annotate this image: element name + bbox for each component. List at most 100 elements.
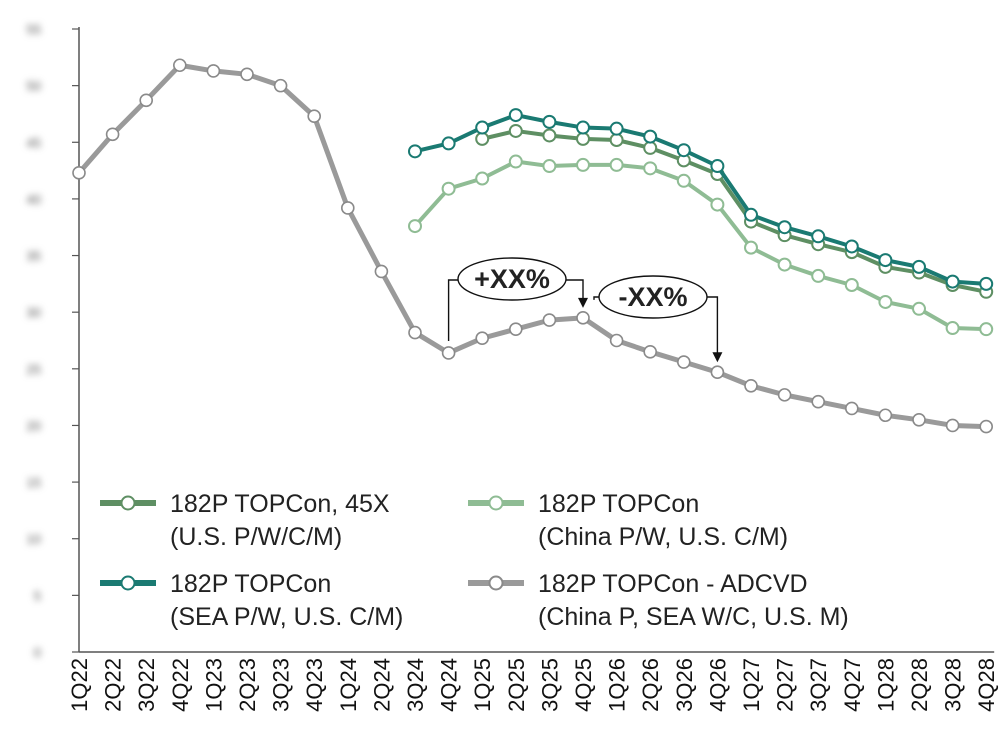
y-tick-label: 5 bbox=[34, 588, 41, 603]
x-tick-label: 4Q25 bbox=[571, 658, 596, 712]
legend-marker bbox=[488, 495, 504, 511]
x-tick-label: 2Q28 bbox=[907, 658, 932, 712]
series-point bbox=[609, 333, 624, 348]
series-point bbox=[945, 274, 960, 289]
legend-name: 182P TOPCon - ADCVD bbox=[538, 570, 808, 598]
series-point bbox=[542, 114, 557, 129]
annotation-label: -XX% bbox=[618, 282, 687, 312]
series-point bbox=[710, 365, 725, 380]
series-point bbox=[441, 346, 456, 360]
series-layer bbox=[72, 58, 994, 434]
x-tick-label: 4Q22 bbox=[168, 658, 193, 712]
series-point bbox=[979, 419, 994, 434]
y-tick-label: 30 bbox=[27, 305, 41, 320]
y-tick-label: 55 bbox=[27, 22, 41, 37]
series-point bbox=[273, 78, 288, 93]
series-point bbox=[475, 331, 490, 346]
x-tick-label: 2Q27 bbox=[773, 658, 798, 712]
series-point bbox=[441, 136, 456, 151]
series-point bbox=[912, 412, 926, 427]
y-tick-label: 20 bbox=[27, 418, 41, 433]
legend-name: 182P TOPCon bbox=[538, 490, 699, 518]
legend: 182P TOPCon, 45X(U.S. P/W/C/M)182P TOPCo… bbox=[100, 490, 849, 631]
series-point bbox=[912, 301, 926, 316]
series-point bbox=[676, 143, 691, 158]
x-tick-label: 1Q26 bbox=[605, 658, 630, 712]
x-tick-label: 4Q23 bbox=[302, 658, 327, 712]
series-point bbox=[408, 219, 422, 234]
series-point bbox=[811, 268, 826, 283]
series-point bbox=[441, 181, 456, 196]
x-tick-label: 1Q24 bbox=[336, 658, 361, 712]
series-point bbox=[508, 322, 523, 336]
legend-marker bbox=[120, 495, 136, 511]
legend-marker bbox=[488, 575, 504, 591]
x-tick-label: 2Q26 bbox=[638, 658, 663, 712]
series-point bbox=[676, 173, 691, 188]
legend-item-0: 182P TOPCon, 45X (U.S. P/W/C/M) bbox=[100, 490, 390, 551]
series-point bbox=[105, 127, 120, 142]
series-point bbox=[643, 161, 658, 176]
x-tick-label: 4Q24 bbox=[437, 658, 462, 712]
series-point bbox=[844, 239, 859, 254]
legend-sub: (China P, SEA W/C, U.S. M) bbox=[538, 603, 849, 631]
x-tick-label: 2Q25 bbox=[504, 658, 529, 712]
legend-item-1: 182P TOPCon (China P/W, U.S. C/M) bbox=[468, 490, 788, 551]
arrow-head bbox=[712, 352, 723, 363]
x-tick-label: 4Q26 bbox=[705, 658, 730, 712]
x-tick-label: 3Q28 bbox=[941, 658, 966, 712]
series-point bbox=[374, 264, 389, 279]
series-point bbox=[576, 311, 590, 325]
annotation-1: -XX% bbox=[593, 275, 723, 363]
y-tick-label: 50 bbox=[27, 79, 41, 94]
series-point bbox=[710, 197, 725, 212]
series-point bbox=[744, 240, 758, 255]
y-tick-label: 0 bbox=[34, 645, 41, 660]
legend-sub: (China P/W, U.S. C/M) bbox=[538, 523, 788, 551]
series-point bbox=[878, 253, 893, 268]
series-point bbox=[576, 157, 590, 172]
annotations: +XX% -XX% bbox=[447, 257, 723, 363]
series-point bbox=[979, 276, 994, 291]
series-point bbox=[206, 64, 221, 78]
x-tick-label: 2Q23 bbox=[235, 658, 260, 712]
x-tick-label: 1Q22 bbox=[67, 658, 92, 712]
series-point bbox=[744, 207, 758, 222]
x-tick-label: 2Q24 bbox=[369, 658, 394, 712]
legend-item-3: 182P TOPCon - ADCVD (China P, SEA W/C, U.… bbox=[468, 570, 849, 631]
series-point bbox=[408, 144, 422, 159]
series-point bbox=[643, 140, 658, 155]
series-point bbox=[542, 313, 557, 327]
annotation-0: +XX% bbox=[447, 257, 588, 341]
annotation-bubble bbox=[598, 275, 708, 319]
series-point bbox=[878, 294, 893, 309]
series-point bbox=[945, 321, 960, 336]
legend-name: 182P TOPCon, 45X bbox=[170, 490, 390, 518]
series-point bbox=[576, 120, 590, 135]
series-point bbox=[744, 379, 758, 393]
legend-marker bbox=[120, 575, 136, 591]
series-point bbox=[475, 131, 490, 146]
series-point bbox=[945, 418, 960, 433]
series-point bbox=[173, 58, 187, 73]
series-point bbox=[979, 322, 994, 337]
series-point bbox=[878, 408, 893, 423]
series-point bbox=[542, 159, 557, 174]
series-point bbox=[844, 277, 859, 292]
series-line bbox=[77, 62, 987, 430]
series-point bbox=[475, 171, 490, 186]
series-point bbox=[777, 220, 792, 235]
series-0 bbox=[475, 123, 994, 299]
x-tick-label: 4Q27 bbox=[840, 658, 865, 712]
series-point bbox=[408, 325, 422, 340]
series-point bbox=[508, 123, 523, 138]
series-point bbox=[710, 159, 725, 174]
x-tick-label: 4Q28 bbox=[974, 658, 999, 712]
legend-sub: (U.S. P/W/C/M) bbox=[170, 523, 342, 551]
x-tick-label: 3Q27 bbox=[806, 658, 831, 712]
series-point bbox=[643, 129, 658, 144]
x-tick-label: 3Q26 bbox=[672, 658, 697, 712]
